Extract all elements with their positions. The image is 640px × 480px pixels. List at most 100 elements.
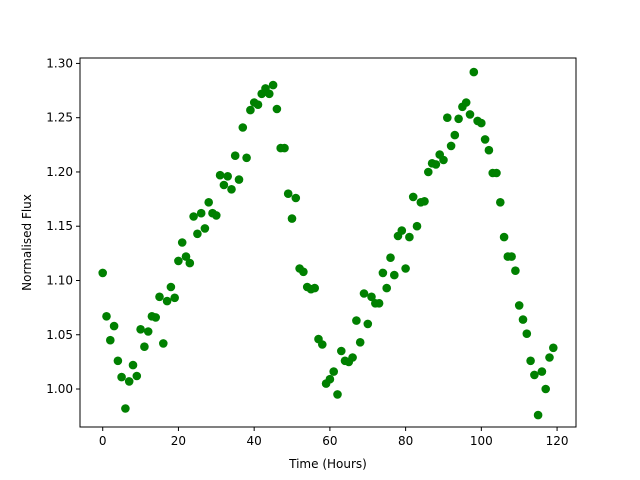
data-point-116 bbox=[537, 367, 547, 376]
data-point-109 bbox=[511, 266, 520, 276]
data-point-32 bbox=[219, 180, 229, 190]
data-point-102 bbox=[484, 145, 494, 155]
data-point-50 bbox=[287, 214, 297, 223]
data-point-113 bbox=[526, 356, 535, 366]
y-axis-ticks: 1.00 1.05 1.10 1.15 1.20 1.25 1.30 bbox=[46, 56, 80, 396]
y-axis-label: Normalised Flux bbox=[20, 194, 34, 291]
data-point-100 bbox=[477, 118, 486, 128]
data-point-70 bbox=[363, 319, 373, 329]
data-point-111 bbox=[518, 315, 528, 324]
data-point-77 bbox=[390, 270, 399, 280]
x-tick-label: 100 bbox=[470, 434, 493, 448]
data-point-18 bbox=[166, 282, 176, 292]
data-point-48 bbox=[280, 143, 289, 153]
data-point-26 bbox=[196, 208, 206, 218]
data-point-88 bbox=[431, 160, 441, 169]
data-point-61 bbox=[329, 367, 339, 376]
data-point-10 bbox=[136, 325, 145, 334]
data-point-4 bbox=[113, 356, 123, 366]
data-point-76 bbox=[386, 253, 395, 262]
data-point-24 bbox=[189, 212, 198, 221]
data-point-6 bbox=[121, 404, 130, 413]
data-point-25 bbox=[193, 229, 202, 239]
data-points bbox=[98, 67, 558, 420]
x-tick-label: 20 bbox=[171, 434, 186, 448]
data-point-28 bbox=[204, 198, 213, 207]
data-point-44 bbox=[265, 89, 274, 99]
x-axis-ticks: 0 20 40 60 80 100 120 bbox=[99, 427, 569, 448]
data-point-33 bbox=[223, 172, 232, 181]
data-point-60 bbox=[325, 374, 335, 384]
data-point-58 bbox=[318, 340, 327, 349]
data-point-38 bbox=[242, 153, 251, 163]
data-point-82 bbox=[408, 192, 418, 202]
data-point-91 bbox=[443, 113, 452, 122]
data-point-62 bbox=[333, 390, 342, 399]
data-point-92 bbox=[446, 141, 456, 151]
y-tick-label: 1.15 bbox=[46, 219, 73, 233]
data-point-112 bbox=[522, 329, 532, 339]
data-point-36 bbox=[234, 175, 244, 184]
data-point-94 bbox=[454, 114, 463, 124]
x-tick-label: 80 bbox=[398, 434, 413, 448]
data-point-117 bbox=[541, 384, 550, 394]
data-point-81 bbox=[405, 232, 414, 242]
x-tick-label: 40 bbox=[247, 434, 262, 448]
data-point-68 bbox=[355, 338, 365, 347]
data-point-17 bbox=[162, 296, 172, 306]
data-point-16 bbox=[159, 339, 168, 348]
data-point-51 bbox=[291, 193, 301, 203]
data-point-23 bbox=[185, 258, 195, 268]
data-point-104 bbox=[492, 168, 501, 178]
data-point-15 bbox=[155, 292, 164, 302]
data-point-1 bbox=[102, 312, 111, 321]
x-tick-label: 0 bbox=[99, 434, 107, 448]
data-point-30 bbox=[212, 211, 221, 220]
y-tick-label: 1.00 bbox=[46, 382, 73, 396]
data-point-73 bbox=[374, 299, 384, 308]
data-point-35 bbox=[230, 151, 240, 160]
data-point-19 bbox=[170, 293, 179, 303]
data-point-20 bbox=[174, 256, 183, 266]
data-point-85 bbox=[420, 197, 429, 206]
data-point-53 bbox=[299, 267, 308, 277]
data-point-8 bbox=[128, 360, 138, 370]
data-point-0 bbox=[98, 268, 107, 278]
data-point-56 bbox=[310, 283, 320, 293]
data-point-96 bbox=[461, 98, 471, 107]
data-point-21 bbox=[177, 238, 187, 247]
y-tick-label: 1.25 bbox=[46, 111, 73, 125]
data-point-45 bbox=[268, 80, 278, 90]
y-tick-label: 1.30 bbox=[46, 56, 73, 70]
data-point-108 bbox=[507, 252, 516, 261]
data-point-12 bbox=[143, 327, 153, 336]
data-point-49 bbox=[283, 189, 293, 198]
y-tick-label: 1.05 bbox=[46, 328, 73, 342]
data-point-7 bbox=[124, 377, 134, 386]
x-tick-label: 60 bbox=[322, 434, 337, 448]
x-tick-label: 120 bbox=[546, 434, 569, 448]
data-point-101 bbox=[480, 135, 490, 144]
data-point-105 bbox=[496, 198, 505, 207]
data-point-34 bbox=[227, 185, 236, 194]
data-point-41 bbox=[253, 100, 263, 109]
data-point-5 bbox=[117, 372, 126, 382]
data-point-69 bbox=[359, 289, 369, 298]
data-point-27 bbox=[200, 224, 210, 233]
data-point-75 bbox=[382, 283, 392, 293]
data-point-79 bbox=[397, 226, 407, 235]
data-point-46 bbox=[272, 104, 282, 114]
data-point-22 bbox=[181, 252, 191, 261]
data-point-90 bbox=[439, 155, 448, 165]
x-axis-label: Time (Hours) bbox=[288, 457, 367, 471]
data-point-71 bbox=[367, 292, 376, 302]
data-point-2 bbox=[106, 335, 115, 345]
data-point-93 bbox=[450, 130, 460, 140]
data-point-37 bbox=[238, 123, 248, 132]
y-tick-label: 1.20 bbox=[46, 165, 73, 179]
data-point-86 bbox=[424, 167, 433, 177]
data-point-97 bbox=[465, 110, 475, 119]
data-point-14 bbox=[151, 313, 160, 322]
